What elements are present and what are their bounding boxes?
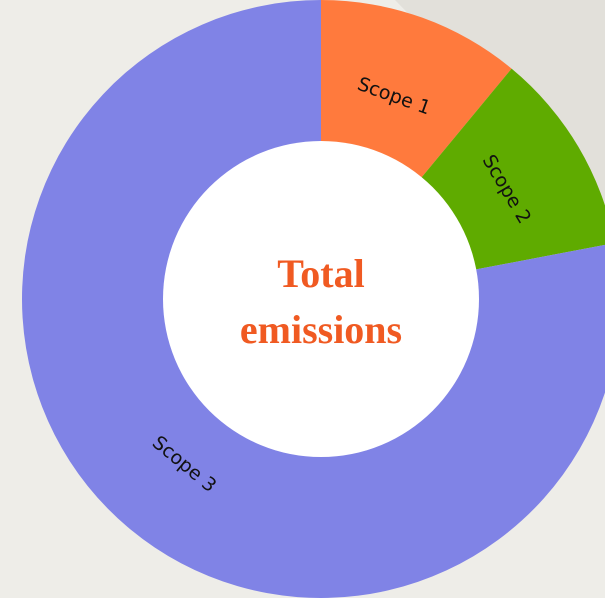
slice — [22, 0, 605, 598]
center-label: emissions — [240, 307, 402, 352]
slice — [416, 68, 605, 271]
donut-hole — [163, 141, 479, 457]
slice — [321, 0, 512, 184]
slices — [22, 0, 605, 598]
center-label: Total — [277, 251, 364, 296]
